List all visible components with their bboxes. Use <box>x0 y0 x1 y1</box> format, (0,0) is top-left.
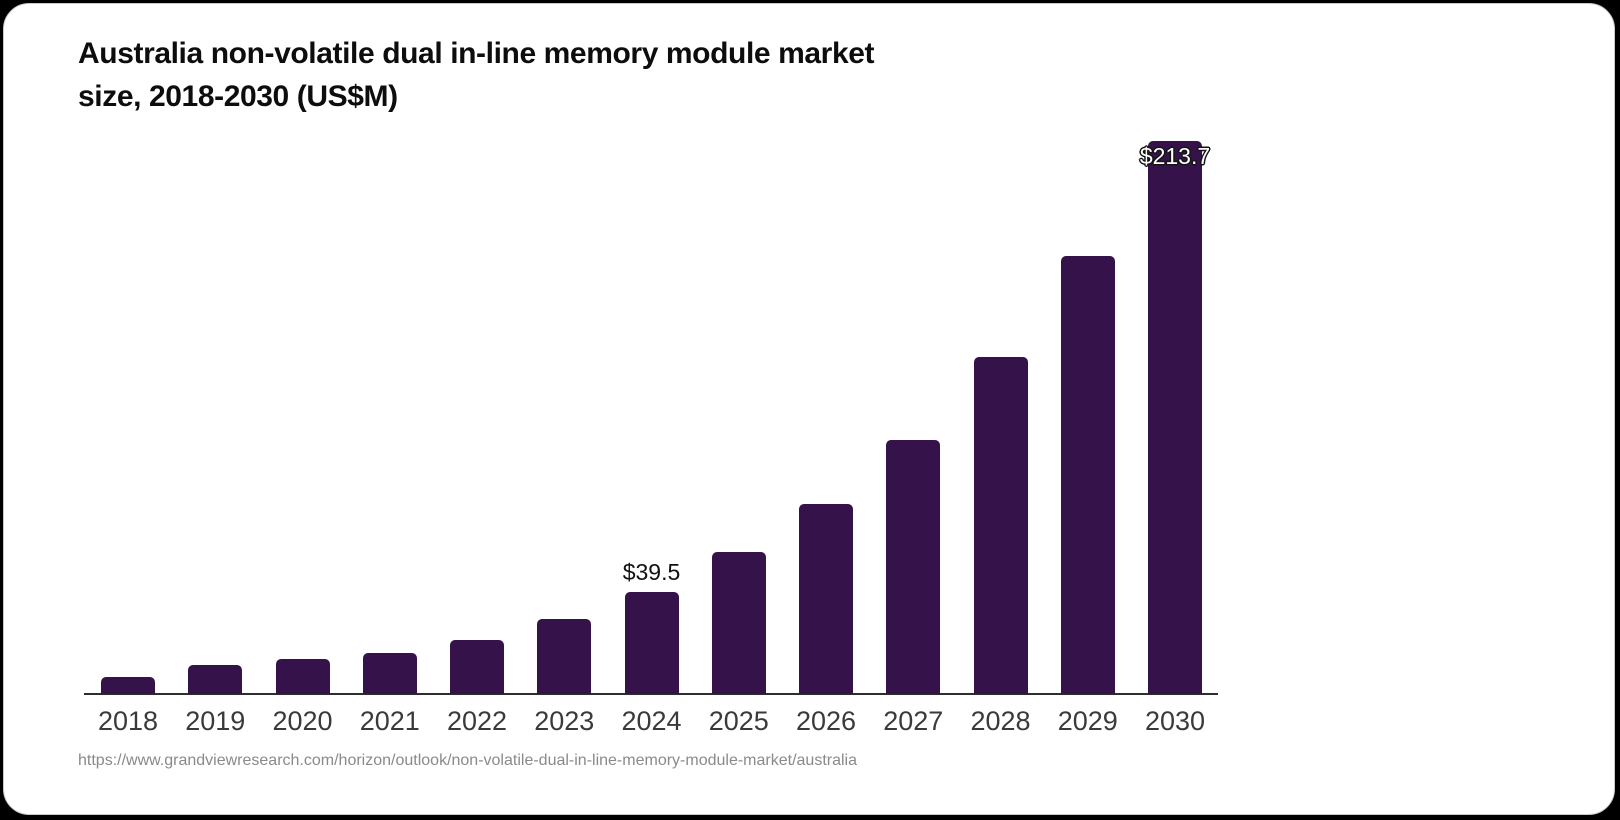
bar-2030 <box>1148 141 1202 694</box>
bar-2024 <box>624 592 679 694</box>
bar-2028 <box>973 357 1028 694</box>
x-tick-2018: 2018 <box>97 706 159 736</box>
value-label-2024: $39.5 <box>622 559 681 585</box>
chart-title: Australia non-volatile dual in-line memo… <box>78 32 875 118</box>
bar-2029 <box>1060 256 1115 694</box>
chart-card: Australia non-volatile dual in-line memo… <box>3 3 1615 815</box>
bar-2019 <box>188 665 243 694</box>
x-tick-2027: 2027 <box>883 706 944 736</box>
x-tick-2020: 2020 <box>272 706 333 736</box>
bar-2027 <box>886 440 941 694</box>
bar-2018 <box>101 677 155 694</box>
x-tick-2029: 2029 <box>1057 706 1118 736</box>
x-tick-2022: 2022 <box>446 706 508 736</box>
source-url: https://www.grandviewresearch.com/horizo… <box>78 752 857 769</box>
value-label-2030: $213.7 <box>1139 143 1211 169</box>
bar-2023 <box>537 619 592 694</box>
x-tick-2028: 2028 <box>970 706 1031 736</box>
bar-2026 <box>799 504 853 694</box>
x-tick-2025: 2025 <box>708 706 769 736</box>
bar-2021 <box>362 653 417 694</box>
bar-2025 <box>711 552 766 694</box>
x-tick-2026: 2026 <box>795 706 857 736</box>
chart-title-line-2: size, 2018-2030 (US$M) <box>78 80 398 113</box>
x-tick-2021: 2021 <box>359 706 420 736</box>
x-tick-2030: 2030 <box>1144 706 1206 736</box>
x-tick-2024: 2024 <box>621 706 682 736</box>
x-axis-line <box>84 693 1218 695</box>
chart-title-line-1: Australia non-volatile dual in-line memo… <box>78 37 875 70</box>
x-tick-2023: 2023 <box>534 706 595 736</box>
x-tick-2019: 2019 <box>185 706 246 736</box>
bar-chart: 2018 2019 2020 2021 2022 2023 2024 2025 2026 2027… <box>4 4 1616 816</box>
bar-2022 <box>450 640 504 694</box>
bar-2020 <box>275 659 330 694</box>
